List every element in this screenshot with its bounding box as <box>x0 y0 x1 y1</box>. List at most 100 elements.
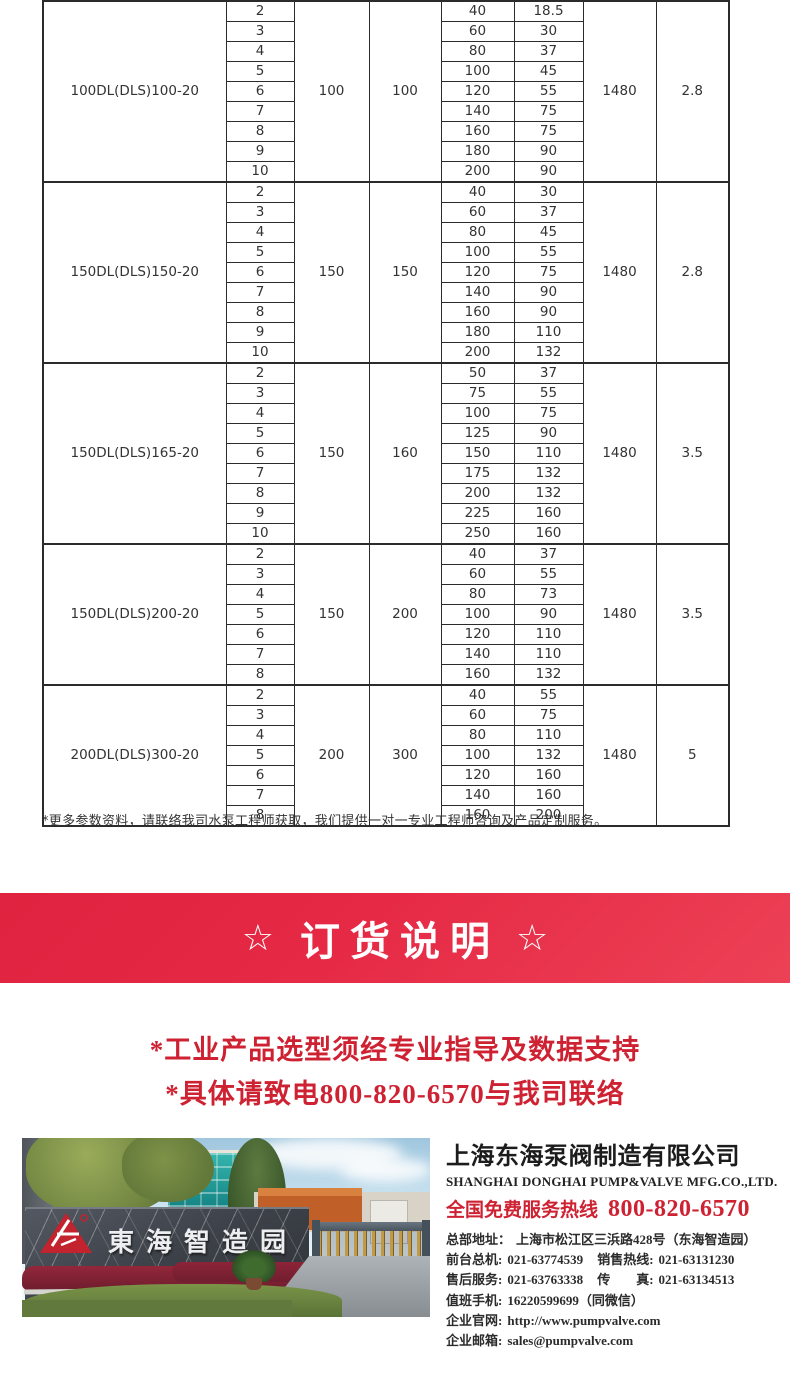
table-row: 4 80 73 <box>43 584 729 605</box>
pump-spec-table: 100DL(DLS)100-20 2 100 100 40 18.5 1480 2.8 3 60 3… <box>42 0 730 827</box>
cell-flow: 160 <box>440 805 515 827</box>
cell-flow: 140 <box>440 785 515 806</box>
cell-speed: 1480 <box>582 362 657 545</box>
cell-stages: 5 <box>225 242 295 263</box>
cell-stages: 10 <box>225 523 295 545</box>
contact-value: 021-63134513 <box>658 1272 735 1288</box>
contact-pair: 企业邮箱: sales@pumpvalve.com <box>446 1333 633 1348</box>
contact-pair: 值班手机: 16220599699（同微信） <box>446 1293 644 1308</box>
table-row: 9 225 160 <box>43 503 729 524</box>
cell-stages: 7 <box>225 282 295 303</box>
cell-model: 100DL(DLS)100-20 <box>42 0 227 183</box>
cell-power: 200 <box>513 805 584 827</box>
contact-line: 企业邮箱: sales@pumpvalve.com <box>446 1331 782 1351</box>
cell-flow: 60 <box>440 21 515 42</box>
cell-power: 55 <box>513 242 584 263</box>
cell-flow: 160 <box>440 664 515 686</box>
cell-power: 37 <box>513 202 584 223</box>
cell-power: 132 <box>513 745 584 766</box>
cell-power: 160 <box>513 503 584 524</box>
cell-stages: 2 <box>225 684 295 706</box>
table-row: 7 140 90 <box>43 282 729 303</box>
contact-value: 021-63774539 <box>507 1252 584 1268</box>
cell-stages: 4 <box>225 725 295 746</box>
contact-pair: 销售热线: 021-63131230 <box>597 1252 734 1267</box>
photo-gate-post <box>422 1220 430 1270</box>
cell-stages: 7 <box>225 644 295 665</box>
cell-stages: 3 <box>225 564 295 585</box>
pump-spec-table-wrap: 100DL(DLS)100-20 2 100 100 40 18.5 1480 2.8 3 60 3… <box>42 0 730 827</box>
cell-flow: 40 <box>440 543 515 565</box>
cell-flow: 140 <box>440 644 515 665</box>
banner-title: 订货说明 <box>300 919 500 965</box>
table-row: 8 160 90 <box>43 302 729 323</box>
cell-power: 55 <box>513 81 584 102</box>
cell-flow: 100 <box>440 61 515 82</box>
cell-last: 3.5 <box>655 543 730 686</box>
cell-power: 90 <box>513 282 584 303</box>
cell-flow: 200 <box>440 342 515 364</box>
table-row: 150DL(DLS)150-20 2 150 150 40 30 1480 2.8 <box>42 181 730 364</box>
table-row: 5 125 90 <box>43 423 729 444</box>
photo-cloud <box>340 1158 430 1182</box>
cell-stages: 7 <box>225 463 295 484</box>
cell-power: 55 <box>513 564 584 585</box>
table-row: 8 160 200 <box>43 805 729 827</box>
cell-power: 132 <box>513 664 584 686</box>
cell-stages: 4 <box>225 584 295 605</box>
cell-flow: 80 <box>440 222 515 243</box>
cell-stages: 9 <box>225 141 295 162</box>
company-name-cn: 上海东海泵阀制造有限公司 <box>446 1142 740 1170</box>
service-hotline: 全国免费服务热线 800-820-6570 <box>446 1197 782 1224</box>
cell-flow: 80 <box>440 41 515 62</box>
cell-stages: 6 <box>225 443 295 464</box>
photo-plant-pot <box>246 1278 262 1290</box>
table-row: 150DL(DLS)200-20 2 150 200 40 37 1480 3.5 <box>42 543 730 686</box>
cell-power: 160 <box>513 523 584 545</box>
photo-tree <box>122 1138 214 1202</box>
cell-power: 110 <box>513 725 584 746</box>
photo-gate-post <box>312 1220 320 1270</box>
cell-flow: 50 <box>440 362 515 384</box>
cell-flow: 40 <box>440 684 515 706</box>
cell-inlet: 150 <box>293 362 370 545</box>
contact-label: 售后服务: <box>446 1272 503 1288</box>
cell-inlet: 150 <box>293 543 370 686</box>
cell-flow: 120 <box>440 81 515 102</box>
cell-outlet: 160 <box>368 362 442 545</box>
cell-stages: 4 <box>225 403 295 424</box>
cell-stages: 10 <box>225 342 295 364</box>
contact-value: 021-63131230 <box>658 1252 735 1268</box>
cell-stages: 8 <box>225 805 295 827</box>
cell-power: 132 <box>513 483 584 504</box>
cell-flow: 200 <box>440 483 515 504</box>
cell-power: 75 <box>513 262 584 283</box>
table-row: 3 60 37 <box>43 202 729 223</box>
table-row: 9 180 110 <box>43 322 729 343</box>
cell-flow: 175 <box>440 463 515 484</box>
cell-flow: 40 <box>440 0 515 22</box>
contact-pair: 企业官网: http://www.pumpvalve.com <box>446 1313 660 1328</box>
contact-line: 售后服务: 021-63763338 传 真: 021-63134513 <box>446 1270 782 1290</box>
table-row: 4 80 110 <box>43 725 729 746</box>
cell-stages: 2 <box>225 543 295 565</box>
cell-speed: 1480 <box>582 684 657 827</box>
cell-outlet: 300 <box>368 684 442 827</box>
cell-power: 90 <box>513 302 584 323</box>
table-row: 9 180 90 <box>43 141 729 162</box>
cell-speed: 1480 <box>582 181 657 364</box>
contact-label: 企业邮箱: <box>446 1333 503 1349</box>
cell-stages: 9 <box>225 503 295 524</box>
cell-stages: 3 <box>225 21 295 42</box>
cell-last: 3.5 <box>655 362 730 545</box>
table-row: 4 100 75 <box>43 403 729 424</box>
cell-power: 110 <box>513 644 584 665</box>
cell-flow: 125 <box>440 423 515 444</box>
contact-pair: 总部地址： 上海市松江区三浜路428号（东海智造园） <box>446 1232 757 1247</box>
contact-line: 前台总机: 021-63774539 销售热线: 021-63131230 <box>446 1250 782 1270</box>
cell-power: 110 <box>513 443 584 464</box>
table-row: 5 100 132 <box>43 745 729 766</box>
cell-power: 75 <box>513 101 584 122</box>
notice-line-2: *具体请致电800-820-6570与我司联络 <box>165 1079 625 1109</box>
